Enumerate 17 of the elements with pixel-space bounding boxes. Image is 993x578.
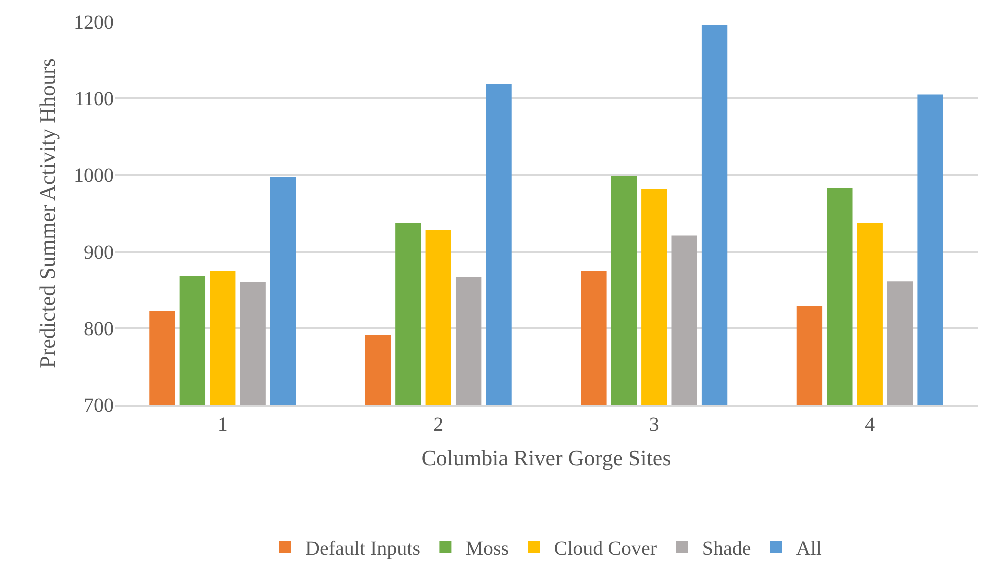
legend-label: Moss bbox=[466, 538, 510, 560]
y-tick-label: 1000 bbox=[74, 165, 114, 188]
x-tick-label: 4 bbox=[865, 414, 876, 436]
x-tick-label: 2 bbox=[434, 414, 444, 436]
y-tick-label: 900 bbox=[84, 242, 114, 264]
legend-label: Shade bbox=[702, 538, 752, 560]
y-tick-label: 700 bbox=[84, 395, 114, 417]
legend-label: Cloud Cover bbox=[554, 538, 658, 560]
x-tick-label: 3 bbox=[649, 414, 660, 436]
x-axis-title: Columbia River Gorge Sites bbox=[422, 445, 672, 470]
x-tick-label: 1 bbox=[218, 414, 228, 436]
legend-label: Default Inputs bbox=[306, 538, 421, 560]
y-tick-label: 1100 bbox=[74, 88, 114, 111]
y-axis-title: Predicted Summer Activity Hhours bbox=[34, 58, 60, 368]
y-tick-label: 1200 bbox=[74, 12, 114, 34]
y-tick-label: 800 bbox=[84, 318, 114, 340]
legend-label: All bbox=[796, 538, 822, 560]
